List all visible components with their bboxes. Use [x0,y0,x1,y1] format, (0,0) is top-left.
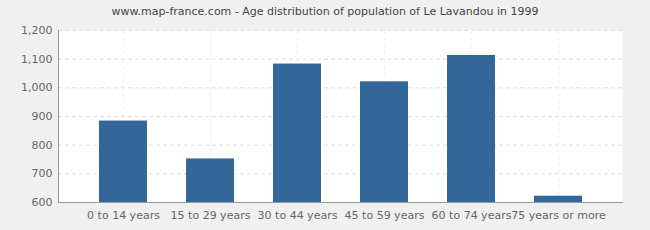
svg-text:30 to 44 years: 30 to 44 years [258,209,338,222]
svg-text:0 to 14 years: 0 to 14 years [87,209,160,222]
html-text:www.map-france.com - Age distr: www.map-france.com - Age distribution of… [111,5,539,18]
svg-text:600: 600 [32,196,53,209]
svg-text:45 to 59 years: 45 to 59 years [345,209,425,222]
svg-text:1,100: 1,100 [21,53,53,66]
svg-text:700: 700 [32,167,53,180]
svg-text:900: 900 [32,110,53,123]
svg-text:75 years or more: 75 years or more [511,209,606,222]
svg-text:800: 800 [32,139,53,152]
svg-text:60 to 74 years: 60 to 74 years [432,209,512,222]
svg-text:1,000: 1,000 [21,81,53,94]
svg-text:15 to 29 years: 15 to 29 years [171,209,251,222]
svg-text:1,200: 1,200 [21,24,53,37]
